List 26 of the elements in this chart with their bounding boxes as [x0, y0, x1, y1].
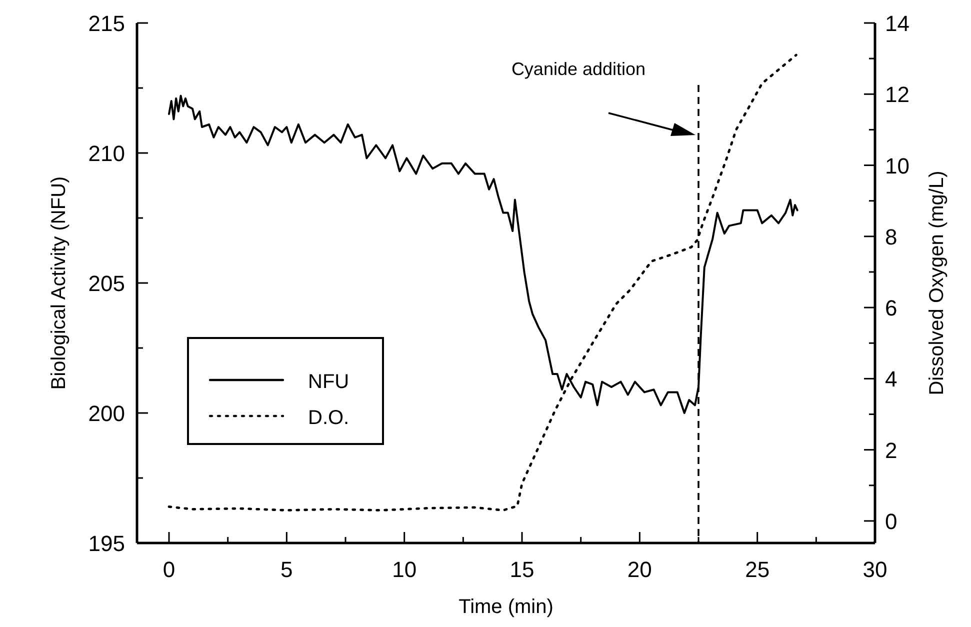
x-axis-title: Time (min)	[458, 596, 554, 618]
y2-tick-label: 12	[885, 82, 910, 108]
y2-tick-label: 10	[885, 153, 910, 178]
x-tick-label: 15	[510, 557, 534, 582]
y-tick-label: 200	[88, 401, 125, 426]
x-tick-label: 30	[862, 557, 888, 582]
y2-axis-title: Dissolved Oxygen (mg/L)	[926, 170, 948, 396]
legend-label: NFU	[308, 371, 350, 393]
legend-label: D.O.	[308, 407, 350, 429]
y-axis-title: Biological Activity (NFU)	[48, 176, 70, 390]
y2-tick-label: 8	[885, 224, 898, 250]
x-tick-label: 10	[392, 557, 417, 582]
y2-tick-label: 4	[885, 366, 898, 392]
y2-tick-label: 6	[885, 296, 898, 321]
y-tick-label: 205	[88, 271, 125, 296]
y2-tick-label: 0	[885, 508, 898, 534]
y-tick-label: 210	[88, 141, 125, 166]
y2-tick-label: 2	[885, 438, 898, 463]
x-tick-label: 0	[162, 557, 176, 582]
x-tick-label: 25	[745, 557, 770, 582]
y-tick-label: 215	[88, 11, 125, 36]
x-tick-label: 5	[280, 557, 293, 582]
ref-line-label: Cyanide addition	[511, 59, 646, 79]
y-tick-label: 195	[88, 531, 125, 556]
x-tick-label: 20	[627, 557, 652, 582]
y2-tick-label: 14	[885, 11, 910, 36]
